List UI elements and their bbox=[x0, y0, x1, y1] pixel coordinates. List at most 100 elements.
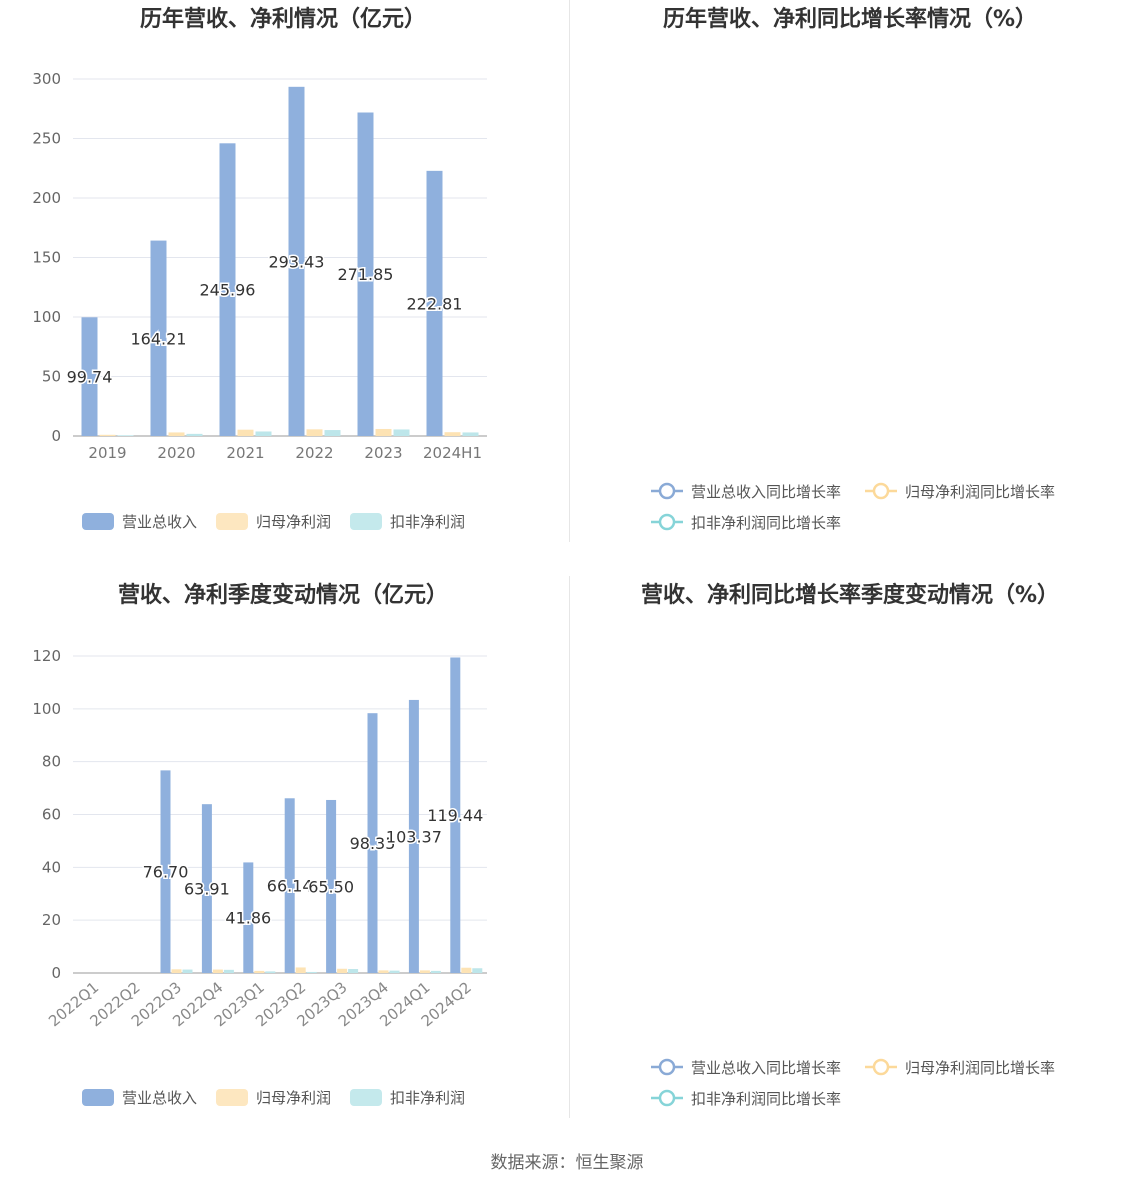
data-label: 66.14 bbox=[267, 877, 313, 896]
panel-quarterly-revenue-profit: 营收、净利季度变动情况（亿元） 0 20 40 60 80 100 120 2022Q1 2022… bbox=[0, 576, 567, 1152]
bar-revenue bbox=[150, 240, 167, 436]
chart-quarterly-revenue-profit: 营收、净利季度变动情况（亿元）0204060801001202022Q12022… bbox=[32, 582, 487, 1107]
panel-quarterly-growth: 营收、净利同比增长率季度变动情况（%）-60-30030609012015020… bbox=[567, 576, 1134, 1152]
bar-revenue bbox=[284, 798, 295, 973]
data-label: 63.91 bbox=[184, 880, 230, 899]
data-label: 41.86 bbox=[225, 909, 271, 928]
bar-deducted-profit bbox=[265, 971, 276, 973]
legend-item: 营业总收入 bbox=[82, 1089, 197, 1107]
y-tick-label: 0 bbox=[51, 427, 61, 445]
y-tick-label: 80 bbox=[42, 753, 61, 771]
chart-annual-growth: 历年营收、净利同比增长率情况（%）-5005010015020025020202… bbox=[651, 6, 1055, 532]
legend-marker bbox=[658, 482, 676, 500]
bar-parent-profit bbox=[237, 429, 254, 436]
divider-bottom bbox=[569, 576, 570, 1118]
bar-parent-profit bbox=[378, 970, 389, 973]
data-label: 98.35 bbox=[350, 834, 396, 853]
data-label: 65.50 bbox=[308, 877, 354, 896]
chart-annual-revenue-profit: 历年营收、净利情况（亿元） 0 50 100 150 200 250 300 2019 2020 2… bbox=[32, 6, 487, 531]
data-label: 99.74 bbox=[67, 368, 113, 387]
panel-annual-growth: 历年营收、净利同比增长率情况（%）-5005010015020025020202… bbox=[567, 0, 1134, 576]
legend-marker bbox=[872, 482, 890, 500]
bar-deducted-profit bbox=[306, 971, 317, 973]
legend-label: 扣非净利润同比增长率 bbox=[691, 1090, 841, 1108]
legend-item: 归母净利润同比增长率 bbox=[865, 1058, 1055, 1077]
y-tick-label: 100 bbox=[32, 700, 61, 718]
bar-parent-profit bbox=[99, 434, 116, 436]
legend-label: 营业总收入 bbox=[122, 1089, 197, 1107]
data-label: 245.96 bbox=[200, 281, 256, 300]
bar-deducted-profit bbox=[472, 968, 483, 973]
legend-item: 扣非净利润同比增长率 bbox=[651, 513, 841, 532]
legend-label: 归母净利润 bbox=[256, 1089, 331, 1107]
legend-item: 扣非净利润 bbox=[350, 513, 465, 531]
y-tick-label: 40 bbox=[42, 858, 61, 876]
bar-parent-profit bbox=[306, 429, 323, 436]
y-tick-label: 100 bbox=[32, 308, 61, 326]
legend-item: 营业总收入同比增长率 bbox=[651, 482, 841, 501]
legend-label: 归母净利润同比增长率 bbox=[905, 1059, 1055, 1077]
bar-deducted-profit bbox=[348, 969, 359, 973]
panel-annual-revenue-profit: 历年营收、净利情况（亿元） 0 50 100 150 200 250 300 2019 2020 2… bbox=[0, 0, 567, 576]
legend-swatch bbox=[216, 513, 248, 530]
bar-revenue bbox=[160, 770, 171, 973]
legend-item: 扣非净利润同比增长率 bbox=[651, 1089, 841, 1108]
legend-label: 归母净利润 bbox=[256, 513, 331, 531]
chart-title: 营收、净利季度变动情况（亿元） bbox=[118, 582, 448, 608]
data-label: 103.37 bbox=[386, 827, 442, 846]
bar-parent-profit bbox=[337, 968, 348, 973]
bar-parent-profit bbox=[212, 969, 223, 973]
legend-marker bbox=[658, 1089, 676, 1107]
legend-label: 营业总收入同比增长率 bbox=[691, 483, 841, 501]
y-tick-label: 60 bbox=[42, 806, 61, 824]
data-label: 271.85 bbox=[338, 265, 394, 284]
legend-swatch bbox=[82, 513, 114, 530]
bar-revenue bbox=[408, 699, 419, 973]
x-tick-label: 2021 bbox=[226, 444, 264, 462]
y-tick-label: 120 bbox=[32, 647, 61, 665]
bar-parent-profit bbox=[295, 967, 306, 973]
data-label: 119.44 bbox=[427, 806, 483, 825]
legend-label: 归母净利润同比增长率 bbox=[905, 483, 1055, 501]
legend-marker bbox=[658, 513, 676, 531]
legend-label: 营业总收入 bbox=[122, 513, 197, 531]
data-label: 222.81 bbox=[407, 294, 463, 313]
chart-title: 营收、净利同比增长率季度变动情况（%） bbox=[641, 582, 1059, 608]
bar-revenue bbox=[367, 713, 378, 973]
legend-item: 归母净利润 bbox=[216, 513, 331, 531]
bar-revenue bbox=[426, 170, 443, 437]
data-label: 293.43 bbox=[269, 252, 325, 271]
bar-revenue bbox=[288, 86, 305, 436]
bar-deducted-profit bbox=[117, 435, 134, 436]
legend-item: 归母净利润同比增长率 bbox=[865, 482, 1055, 501]
bar-parent-profit bbox=[168, 432, 185, 436]
legend-item: 扣非净利润 bbox=[350, 1089, 465, 1107]
divider-top bbox=[569, 0, 570, 542]
legend-item: 营业总收入 bbox=[82, 513, 197, 531]
chart-title: 历年营收、净利情况（亿元） bbox=[140, 6, 426, 32]
bar-revenue bbox=[219, 143, 236, 436]
chart-title: 历年营收、净利同比增长率情况（%） bbox=[663, 6, 1037, 32]
bar-revenue bbox=[326, 799, 337, 973]
y-tick-label: 200 bbox=[32, 189, 61, 207]
bar-deducted-profit bbox=[223, 969, 234, 973]
bar-deducted-profit bbox=[186, 433, 203, 436]
x-tick-label: 2023 bbox=[364, 444, 402, 462]
bar-parent-profit bbox=[444, 432, 461, 436]
data-label: 76.70 bbox=[143, 863, 189, 882]
bar-revenue bbox=[81, 317, 98, 436]
x-tick-label: 2024H1 bbox=[423, 444, 482, 462]
x-tick-label: 2022 bbox=[295, 444, 333, 462]
y-tick-label: 50 bbox=[42, 368, 61, 386]
bar-parent-profit bbox=[254, 970, 265, 973]
y-tick-label: 20 bbox=[42, 911, 61, 929]
bar-parent-profit bbox=[419, 970, 430, 973]
legend-swatch bbox=[350, 1089, 382, 1106]
bar-deducted-profit bbox=[324, 430, 341, 436]
bar-revenue bbox=[357, 112, 374, 436]
bar-parent-profit bbox=[171, 969, 182, 973]
bar-deducted-profit bbox=[182, 969, 193, 973]
bar-deducted-profit bbox=[255, 431, 272, 436]
y-tick-label: 300 bbox=[32, 70, 61, 88]
legend-swatch bbox=[216, 1089, 248, 1106]
